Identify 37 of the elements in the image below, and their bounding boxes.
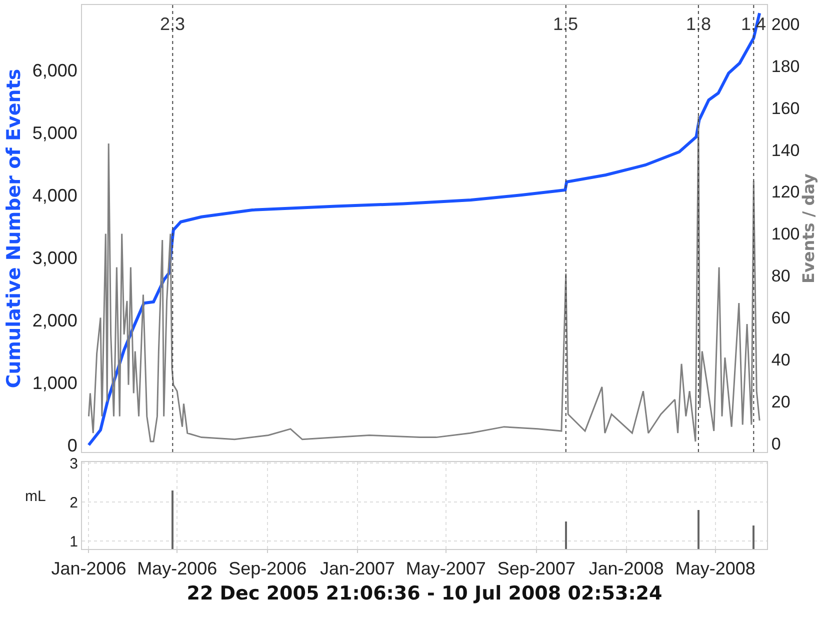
y-axis-title: Cumulative Number of Events bbox=[3, 68, 26, 388]
x-tick-label: May-2008 bbox=[675, 558, 756, 579]
y-tick-label: 0 bbox=[67, 435, 78, 456]
y-tick-label: 1 bbox=[70, 533, 78, 550]
y-tick-label: 5,000 bbox=[32, 122, 78, 143]
y2-tick-label: 180 bbox=[771, 56, 800, 76]
y2-tick-label: 160 bbox=[771, 98, 800, 118]
y2-tick-label: 40 bbox=[771, 350, 790, 370]
y-tick-label: 3 bbox=[70, 455, 78, 472]
y2-tick-label: 60 bbox=[771, 308, 790, 328]
y-tick-label: 1,000 bbox=[32, 372, 78, 393]
x-tick-label: Jan-2007 bbox=[320, 558, 396, 579]
y2-axis-title: Events / day bbox=[799, 172, 818, 284]
ref-line-label: 1.8 bbox=[686, 14, 712, 34]
x-tick-label: Jan-2008 bbox=[588, 558, 664, 579]
ref-line-label: 1.5 bbox=[553, 14, 578, 34]
x-tick-label: Sep-2006 bbox=[228, 558, 307, 579]
x-tick-label: May-2006 bbox=[137, 558, 218, 579]
y-tick-label: 2,000 bbox=[32, 310, 78, 330]
y-axis-title: mL bbox=[25, 488, 46, 505]
y-tick-label: 4,000 bbox=[32, 185, 78, 206]
line-series bbox=[88, 115, 760, 442]
y-tick-label: 2 bbox=[70, 494, 78, 512]
y2-tick-label: 200 bbox=[771, 14, 800, 34]
y2-tick-label: 0 bbox=[771, 434, 781, 454]
y2-tick-label: 140 bbox=[771, 140, 800, 160]
x-axis-title: 22 Dec 2005 21:06:36 - 10 Jul 2008 02:53:24 bbox=[186, 582, 662, 604]
y2-tick-label: 80 bbox=[771, 266, 790, 286]
y2-tick-label: 120 bbox=[771, 182, 800, 202]
y-tick-label: 3,000 bbox=[32, 248, 78, 268]
y2-tick-label: 100 bbox=[771, 224, 800, 244]
y-tick-label: 6,000 bbox=[32, 60, 78, 80]
ref-line-label: 2.3 bbox=[160, 14, 186, 34]
x-tick-label: Jan-2006 bbox=[51, 558, 126, 579]
x-tick-label: May-2007 bbox=[406, 558, 486, 579]
y2-tick-label: 20 bbox=[771, 392, 790, 412]
x-tick-label: Sep-2007 bbox=[497, 558, 576, 579]
